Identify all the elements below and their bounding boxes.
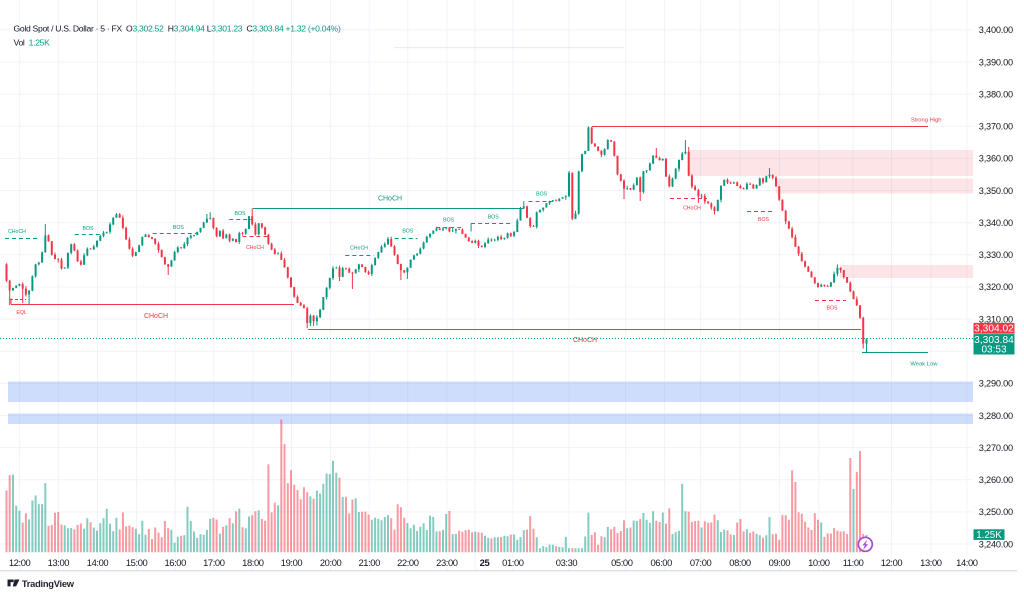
svg-text:BOS: BOS bbox=[443, 217, 454, 223]
svg-text:22:00: 22:00 bbox=[397, 557, 419, 568]
svg-text:18:00: 18:00 bbox=[242, 557, 264, 568]
svg-text:CHoCH: CHoCH bbox=[378, 196, 402, 203]
svg-text:03:53: 03:53 bbox=[981, 344, 1006, 355]
svg-text:BOS: BOS bbox=[173, 225, 184, 231]
svg-text:12:00: 12:00 bbox=[9, 557, 31, 568]
svg-text:Gold Spot / U.S. Dollar · 5 ·: Gold Spot / U.S. Dollar · 5 · FX O3,302.… bbox=[14, 24, 342, 34]
svg-text:3,320.00: 3,320.00 bbox=[979, 282, 1013, 292]
svg-text:CHoCH: CHoCH bbox=[246, 245, 264, 251]
svg-text:3,340.00: 3,340.00 bbox=[979, 218, 1013, 228]
svg-text:BOS: BOS bbox=[827, 306, 838, 312]
svg-text:3,360.00: 3,360.00 bbox=[979, 154, 1013, 164]
svg-text:07:00: 07:00 bbox=[690, 557, 712, 568]
svg-text:17:00: 17:00 bbox=[203, 557, 225, 568]
svg-text:CHoCH: CHoCH bbox=[350, 246, 368, 252]
svg-text:3,270.00: 3,270.00 bbox=[979, 443, 1013, 453]
svg-text:06:00: 06:00 bbox=[650, 557, 672, 568]
svg-text:25: 25 bbox=[480, 557, 490, 568]
svg-text:BOS: BOS bbox=[402, 229, 413, 235]
svg-text:23:00: 23:00 bbox=[436, 557, 458, 568]
svg-text:3,390.00: 3,390.00 bbox=[979, 57, 1013, 67]
svg-text:TradingView: TradingView bbox=[22, 579, 75, 589]
svg-text:3,280.00: 3,280.00 bbox=[979, 411, 1013, 421]
svg-text:16:00: 16:00 bbox=[164, 557, 186, 568]
svg-text:3,350.00: 3,350.00 bbox=[979, 186, 1013, 196]
svg-text:01:00: 01:00 bbox=[502, 557, 524, 568]
svg-text:19:00: 19:00 bbox=[281, 557, 303, 568]
svg-text:Strong High: Strong High bbox=[911, 117, 942, 123]
svg-text:14:00: 14:00 bbox=[956, 557, 978, 568]
svg-text:13:00: 13:00 bbox=[48, 557, 70, 568]
svg-text:BOS: BOS bbox=[488, 214, 499, 220]
svg-text:3,400.00: 3,400.00 bbox=[979, 25, 1013, 35]
svg-text:3,250.00: 3,250.00 bbox=[979, 507, 1013, 517]
svg-text:11:00: 11:00 bbox=[843, 557, 864, 568]
svg-text:1.25K: 1.25K bbox=[976, 530, 1002, 541]
svg-text:3,310.00: 3,310.00 bbox=[979, 314, 1013, 324]
svg-text:13:00: 13:00 bbox=[920, 557, 942, 568]
svg-text:10:00: 10:00 bbox=[808, 557, 830, 568]
svg-text:Weak Low: Weak Low bbox=[910, 361, 938, 367]
svg-text:BOS: BOS bbox=[235, 211, 246, 217]
svg-text:3,330.00: 3,330.00 bbox=[979, 250, 1013, 260]
svg-text:BOS: BOS bbox=[758, 217, 769, 223]
svg-text:09:00: 09:00 bbox=[769, 557, 791, 568]
svg-text:3,240.00: 3,240.00 bbox=[979, 539, 1013, 549]
svg-text:03:30: 03:30 bbox=[556, 557, 578, 568]
svg-text:3,303.84: 3,303.84 bbox=[974, 335, 1014, 346]
svg-text:15:00: 15:00 bbox=[126, 557, 148, 568]
svg-text:BOS: BOS bbox=[536, 192, 547, 198]
svg-text:14:00: 14:00 bbox=[87, 557, 109, 568]
svg-text:3,290.00: 3,290.00 bbox=[979, 379, 1013, 389]
svg-text:08:00: 08:00 bbox=[729, 557, 751, 568]
svg-text:CHoCH: CHoCH bbox=[144, 313, 168, 320]
svg-text:BOS: BOS bbox=[83, 226, 94, 232]
svg-text:3,304.02: 3,304.02 bbox=[974, 324, 1014, 335]
svg-text:3,380.00: 3,380.00 bbox=[979, 89, 1013, 99]
svg-text:Vol 1.25K: Vol 1.25K bbox=[14, 38, 51, 48]
svg-text:3,370.00: 3,370.00 bbox=[979, 122, 1013, 132]
svg-text:12:00: 12:00 bbox=[881, 557, 903, 568]
svg-text:CHoCH: CHoCH bbox=[683, 205, 701, 211]
svg-text:21:00: 21:00 bbox=[358, 557, 380, 568]
svg-text:05:00: 05:00 bbox=[611, 557, 633, 568]
svg-text:3,260.00: 3,260.00 bbox=[979, 475, 1013, 485]
svg-text:20:00: 20:00 bbox=[320, 557, 342, 568]
svg-text:EQL: EQL bbox=[16, 310, 26, 316]
svg-text:CHoCH: CHoCH bbox=[8, 229, 26, 235]
svg-text:CHoCH: CHoCH bbox=[573, 337, 597, 344]
